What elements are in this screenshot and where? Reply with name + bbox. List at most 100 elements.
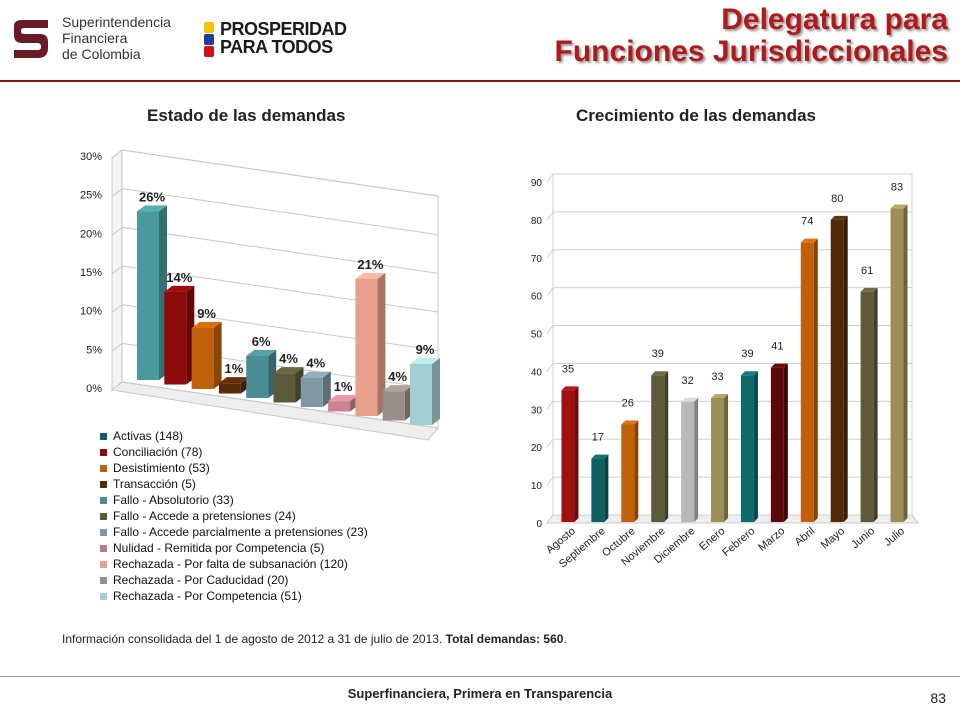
legend-item: Rechazada - Por Competencia (51) [100,588,368,604]
chart2-data-label: 39 [652,348,664,360]
chart2-bar [770,367,784,522]
chart1-bar [164,291,187,385]
chart1-data-label: 4% [306,356,325,371]
chart1-bar [410,364,432,425]
legend-item: Fallo - Accede a pretensiones (24) [100,508,368,524]
chart1-data-label: 6% [252,334,271,349]
legend-label: Fallo - Accede a pretensiones (24) [113,509,296,523]
chart2-bar-side [634,420,639,522]
header: Superintendencia Financiera de Colombia … [0,0,960,82]
chart1-bar-top [410,358,440,364]
legend-swatch [100,529,107,537]
chart1-data-label: 4% [279,351,298,366]
sf-line-2: Financiera [62,30,128,46]
legend-item: Fallo - Absolutorio (33) [100,492,368,508]
chart2-bar-top [651,371,669,376]
footnote-text: Información consolidada del 1 de agosto … [62,632,446,646]
chart2-data-label: 17 [592,432,604,444]
chart2-back-wall [552,173,913,516]
chart1-y-tick-label: 30% [80,151,102,163]
chart2-bar-side [843,215,848,522]
legend-swatch [100,449,107,457]
chart2-data-label: 39 [741,348,753,360]
legend-label: Nulidad - Remitida por Competencia (5) [113,541,325,555]
chart1-bar-side [213,322,222,389]
chart1-bar-top [300,371,331,378]
chart1-bar-side [322,371,331,407]
chart2-data-label: 33 [711,371,723,383]
chart1-bar-top [218,377,249,384]
chart2-data-label: 74 [801,216,813,228]
chart1-bar [137,211,159,380]
chart2-x-tick-label: Abril [793,525,818,548]
chart2-x-tick-label: Febrero [720,525,757,559]
chart1-bar-top [355,273,386,279]
chart1-y-tick-label: 20% [80,228,102,240]
chart2-bar-side [694,397,699,522]
chart1-gridline-side [111,226,123,236]
chart1-y-tick-label: 15% [80,267,102,279]
chart2-gridline-side [546,363,554,372]
chart2-gridline-side [546,401,554,410]
chart1-bar [382,391,405,421]
chart1-y-tick-label: 0% [86,383,102,395]
chart1-gridline-side [111,149,123,159]
chart2-bar [711,397,725,522]
prosperidad-logo: PROSPERIDAD PARA TODOS [204,20,354,60]
chart1-bar [328,401,351,412]
chart2-gridline-side [546,438,554,448]
chart2-gridline-side [546,287,554,296]
chart1-gridline-side [111,342,123,352]
footnote: Información consolidada del 1 de agosto … [62,632,567,646]
chart1-data-label: 9% [416,342,435,357]
chart1-gridline-side [111,265,123,275]
chart1-y-tick-label: 5% [86,344,102,356]
superfinanciera-logo: Superintendencia Financiera de Colombia [8,12,176,64]
prosperidad-text: PROSPERIDAD PARA TODOS [220,20,347,56]
chart1-bar-top [191,322,222,328]
pp-line-1: PROSPERIDAD [220,19,347,39]
legend-label: Desistimiento (53) [113,461,210,475]
chart2-data-label: 61 [861,265,873,277]
chart2-y-tick-label: 90 [531,178,543,189]
chart2-y-tick-label: 30 [531,405,543,416]
chart1-bar-top [137,205,167,212]
chart2-bar [681,401,695,522]
chart2-x-tick-label: Julio [882,525,907,549]
chart2-y-tick-label: 0 [536,519,542,530]
legend-item: Activas (148) [100,428,368,444]
chart2-bar-top [740,371,758,376]
chart2-data-label: 80 [831,193,843,205]
chart1-bar-top [164,285,195,292]
chart2-bar [800,242,814,522]
superfinanciera-name: Superintendencia Financiera de Colombia [62,14,171,62]
chart1-data-label: 1% [225,361,244,376]
legend-item: Desistimiento (53) [100,460,368,476]
chart1-bar-side [377,273,386,416]
chart2-bar-side [604,454,609,522]
legend-swatch [100,577,107,585]
chart2-data-label: 26 [622,397,634,409]
chart2-bar [621,424,635,522]
chart1-y-tick-label: 10% [80,306,102,318]
chart1-gridline-side [111,188,123,198]
title-line-2: Funciones Jurisdiccionales [554,35,948,68]
chart2-gridline-side [546,476,554,486]
chart2-bar-top [561,386,579,391]
chart2-bar-side [813,238,818,522]
chart1-gridline [121,188,439,236]
page-number: 83 [930,690,946,706]
chart2-gridline-side [546,249,554,259]
legend-label: Fallo - Accede parcialmente a pretension… [113,525,368,539]
chart-title-crecimiento: Crecimiento de las demandas [576,106,816,125]
chart1-bar-top [382,385,413,392]
chart1-data-label: 4% [388,369,407,384]
legend-swatch [100,561,107,569]
page-title: Delegatura para Funciones Jurisdiccional… [555,4,948,68]
legend-label: Rechazada - Por falta de subsanación (12… [113,557,348,571]
legend-swatch [100,497,107,505]
chart1-bar [273,373,296,403]
chart2-x-tick-label: Junio [849,525,877,551]
chart2-bar-top [711,393,729,398]
